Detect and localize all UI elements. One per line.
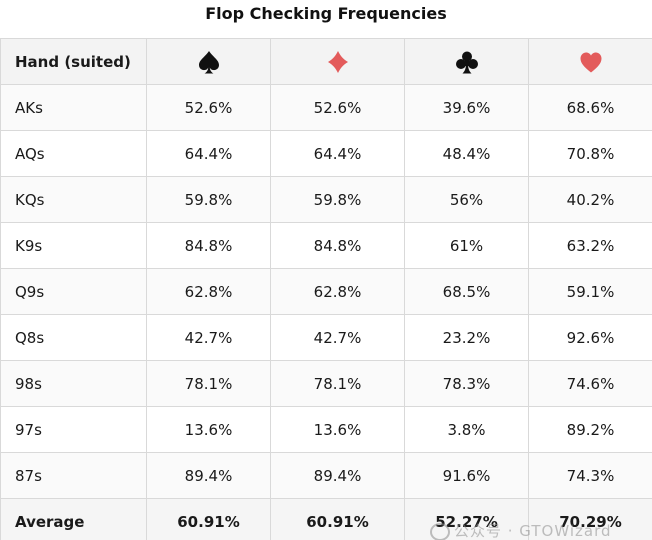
table-row: Q8s 42.7% 42.7% 23.2% 92.6% bbox=[0, 314, 652, 361]
spade-value: 62.8% bbox=[146, 268, 271, 315]
spade-value: 13.6% bbox=[146, 406, 271, 453]
diamond-value: 62.8% bbox=[270, 268, 405, 315]
heart-value: 63.2% bbox=[528, 222, 652, 269]
diamond-value: 84.8% bbox=[270, 222, 405, 269]
average-row: Average 60.91% 60.91% 52.27% 70.29% bbox=[0, 498, 652, 540]
header-row: Hand (suited) bbox=[0, 38, 652, 85]
heart-value: 40.2% bbox=[528, 176, 652, 223]
diamond-value: 13.6% bbox=[270, 406, 405, 453]
hand-cell: K9s bbox=[0, 222, 147, 269]
table-row: 97s 13.6% 13.6% 3.8% 89.2% bbox=[0, 406, 652, 453]
spade-value: 52.6% bbox=[146, 84, 271, 131]
diamond-value: 52.6% bbox=[270, 84, 405, 131]
diamond-column-header bbox=[270, 38, 405, 85]
hand-cell: 97s bbox=[0, 406, 147, 453]
spade-value: 59.8% bbox=[146, 176, 271, 223]
spade-column-header bbox=[146, 38, 271, 85]
club-value: 56% bbox=[404, 176, 529, 223]
club-value: 68.5% bbox=[404, 268, 529, 315]
heart-value: 68.6% bbox=[528, 84, 652, 131]
average-label: Average bbox=[0, 498, 147, 540]
heart-column-header bbox=[528, 38, 652, 85]
club-average: 52.27% bbox=[404, 498, 529, 540]
table-row: 98s 78.1% 78.1% 78.3% 74.6% bbox=[0, 360, 652, 407]
watermark: 公众号 · GTOWizard bbox=[430, 520, 612, 540]
table-row: AQs 64.4% 64.4% 48.4% 70.8% bbox=[0, 130, 652, 177]
diamond-value: 42.7% bbox=[270, 314, 405, 361]
spade-average: 60.91% bbox=[146, 498, 271, 540]
club-value: 61% bbox=[404, 222, 529, 269]
hand-cell: Q9s bbox=[0, 268, 147, 315]
club-icon bbox=[455, 51, 478, 73]
hand-cell: KQs bbox=[0, 176, 147, 223]
hand-cell: AQs bbox=[0, 130, 147, 177]
table-row: AKs 52.6% 52.6% 39.6% 68.6% bbox=[0, 84, 652, 131]
club-column-header bbox=[404, 38, 529, 85]
club-value: 39.6% bbox=[404, 84, 529, 131]
table-row: Q9s 62.8% 62.8% 68.5% 59.1% bbox=[0, 268, 652, 315]
heart-icon bbox=[580, 52, 601, 72]
club-value: 23.2% bbox=[404, 314, 529, 361]
diamond-average: 60.91% bbox=[270, 498, 405, 540]
heart-value: 74.3% bbox=[528, 452, 652, 499]
table-title: Flop Checking Frequencies bbox=[205, 4, 447, 23]
heart-value: 74.6% bbox=[528, 360, 652, 407]
heart-value: 70.8% bbox=[528, 130, 652, 177]
spade-value: 64.4% bbox=[146, 130, 271, 177]
table-row: 87s 89.4% 89.4% 91.6% 74.3% bbox=[0, 452, 652, 499]
diamond-icon bbox=[327, 50, 348, 73]
hand-cell: Q8s bbox=[0, 314, 147, 361]
table-row: K9s 84.8% 84.8% 61% 63.2% bbox=[0, 222, 652, 269]
spade-value: 84.8% bbox=[146, 222, 271, 269]
heart-value: 92.6% bbox=[528, 314, 652, 361]
table-row: KQs 59.8% 59.8% 56% 40.2% bbox=[0, 176, 652, 223]
heart-average: 70.29% bbox=[528, 498, 652, 540]
diamond-value: 78.1% bbox=[270, 360, 405, 407]
heart-value: 89.2% bbox=[528, 406, 652, 453]
club-value: 48.4% bbox=[404, 130, 529, 177]
club-value: 78.3% bbox=[404, 360, 529, 407]
hand-cell: 98s bbox=[0, 360, 147, 407]
hand-column-header: Hand (suited) bbox=[0, 38, 147, 85]
diamond-value: 59.8% bbox=[270, 176, 405, 223]
spade-icon bbox=[198, 50, 219, 73]
spade-value: 89.4% bbox=[146, 452, 271, 499]
club-value: 91.6% bbox=[404, 452, 529, 499]
hand-cell: 87s bbox=[0, 452, 147, 499]
watermark-text: 公众号 · GTOWizard bbox=[454, 522, 612, 540]
club-value: 3.8% bbox=[404, 406, 529, 453]
frequency-table: Hand (suited) bbox=[0, 38, 652, 540]
spade-value: 78.1% bbox=[146, 360, 271, 407]
hand-cell: AKs bbox=[0, 84, 147, 131]
diamond-value: 64.4% bbox=[270, 130, 405, 177]
diamond-value: 89.4% bbox=[270, 452, 405, 499]
heart-value: 59.1% bbox=[528, 268, 652, 315]
wechat-icon bbox=[430, 522, 450, 540]
spade-value: 42.7% bbox=[146, 314, 271, 361]
